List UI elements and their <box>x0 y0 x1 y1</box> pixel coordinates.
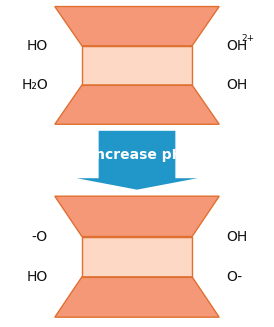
Polygon shape <box>55 196 219 236</box>
Text: Increase pH: Increase pH <box>90 147 184 162</box>
Text: O-: O- <box>226 270 242 284</box>
Text: -O: -O <box>32 230 48 244</box>
Text: OH: OH <box>226 39 247 53</box>
Text: OH: OH <box>226 230 247 244</box>
Polygon shape <box>77 131 197 190</box>
Polygon shape <box>55 277 219 317</box>
Polygon shape <box>55 85 219 124</box>
Text: OH: OH <box>226 78 247 92</box>
Polygon shape <box>82 236 192 277</box>
Polygon shape <box>55 7 219 46</box>
Text: HO: HO <box>27 39 48 53</box>
Polygon shape <box>82 46 192 85</box>
Text: HO: HO <box>27 270 48 284</box>
Text: H₂O: H₂O <box>21 78 48 92</box>
Text: 2+: 2+ <box>241 34 254 43</box>
